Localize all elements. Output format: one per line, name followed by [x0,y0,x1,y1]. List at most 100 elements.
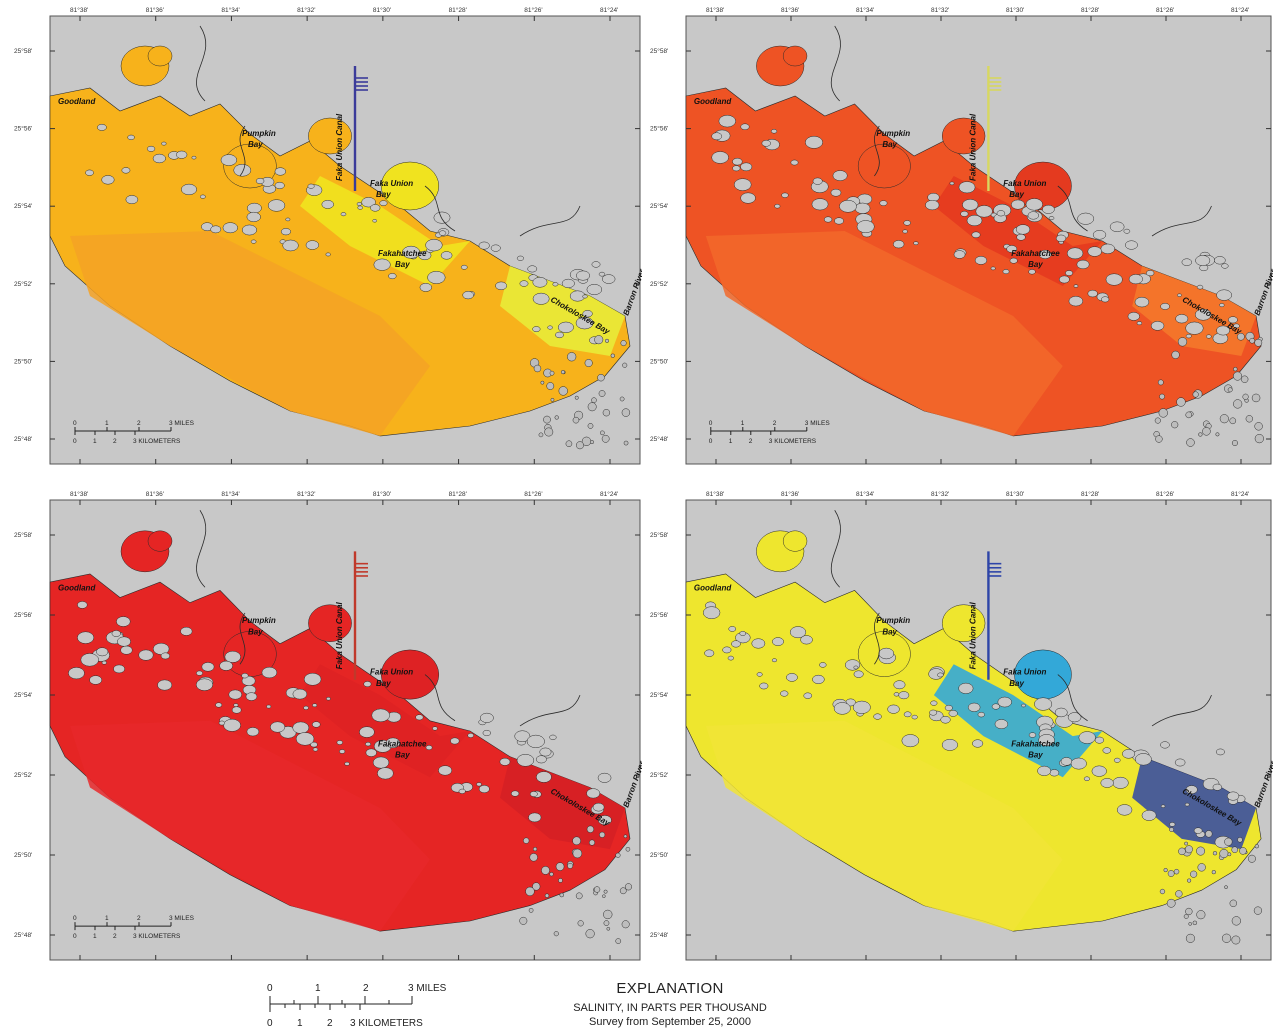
mangrove-island [1240,375,1249,383]
mangrove-island [997,696,1012,708]
inset-scale-mi: 2 [773,420,777,427]
inset-scale-km: 2 [113,438,117,445]
lon-tick-label: 81°36' [146,490,164,498]
mangrove-island [549,370,555,376]
label-pumpkin-bay-1: Pumpkin [242,129,276,138]
mangrove-island [960,210,969,217]
mangrove-island [606,926,611,931]
mangrove-island [550,397,555,402]
mangrove-island [1187,878,1192,883]
mangrove-island [231,706,242,714]
salinity-zone-offshore [70,231,430,436]
mangrove-island [567,352,577,362]
mangrove-island [558,878,563,883]
mangrove-island [587,423,594,429]
mangrove-island [996,210,1006,217]
mangrove-island [176,150,188,159]
lat-tick-label: 25°54' [14,691,32,699]
mangrove-island [1105,273,1123,286]
lon-tick-label: 81°32' [931,6,949,14]
mangrove-island [1185,907,1193,916]
mangrove-island [772,637,784,646]
mangrove-island [127,134,135,141]
creek [1057,185,1088,232]
mangrove-island [598,390,606,397]
label-fakahatchee-bay-2: Bay [1028,751,1043,760]
map-panel-top-right: 81°38' 81°36' 81°34' 81°32' 81°30' 81°28' 81°2… [636,0,1273,478]
mangrove-island [1215,748,1225,756]
mangrove-island [419,283,432,292]
mangrove-island [711,151,729,164]
mangrove-island [535,755,547,764]
bay-inlet [941,604,986,642]
mangrove-island [519,280,529,287]
mangrove-island [161,141,167,146]
mangrove-island [832,170,848,181]
mangrove-island [852,700,871,714]
mangrove-island [1150,321,1165,331]
mangrove-island [1127,312,1140,321]
mangrove-island [567,862,574,869]
mangrove-island [180,626,193,636]
mangrove-island [261,666,278,679]
mangrove-island [597,373,605,382]
mangrove-island [732,157,743,166]
mangrove-island [280,228,291,236]
mangrove-island [1158,408,1168,418]
mangrove-island [1100,243,1115,254]
mangrove-island [1202,427,1211,436]
lon-tick-label: 81°24' [600,490,618,498]
map-panel-top-left: 81°38' 81°36' 81°34' 81°32' 81°30' 81°28' 81°2… [0,0,642,478]
mangrove-island [853,665,859,670]
mangrove-island [1242,393,1249,400]
mangrove-island [1229,899,1238,908]
inset-scale-mi: 0 [73,915,77,922]
label-fakahatchee-bay-2: Bay [395,260,410,269]
mangrove-island [516,255,524,261]
mangrove-island [925,199,940,211]
label-faka-union-bay-2: Bay [376,679,391,688]
label-goodland: Goodland [58,583,96,592]
mangrove-island [373,258,391,271]
mangrove-island [1193,827,1203,834]
mangrove-island [1224,837,1233,846]
label-pumpkin-bay-1: Pumpkin [876,616,910,625]
mangrove-island [597,772,612,783]
mangrove-island [1171,421,1179,429]
mangrove-island [553,931,559,937]
mangrove-island [544,893,550,898]
mangrove-island [490,244,501,252]
mangrove-island [1155,435,1163,443]
mangrove-island [574,395,579,400]
mangrove-island [575,316,594,330]
mangrove-island [228,689,243,700]
mangrove-island [599,831,606,838]
mangrove-island [246,211,261,223]
inset-scale-mi: 3 MILES [805,420,831,427]
lon-tick-label: 81°30' [373,6,391,14]
mangrove-island [363,681,372,687]
mangrove-island [559,892,564,898]
lon-tick-label: 81°28' [449,6,467,14]
mangrove-island [1219,414,1229,424]
mangrove-island [591,397,597,403]
mangrove-island [554,415,559,420]
mangrove-island [549,734,557,741]
scale-km-2: 2 [327,1018,333,1028]
mangrove-island [1185,411,1193,419]
mangrove-island [241,224,257,236]
mangrove-island [339,749,346,754]
mangrove-island [728,626,737,632]
mangrove-island [780,690,789,697]
map-svg: 81°38' 81°36' 81°34' 81°32' 81°30' 81°28' 81°2… [650,6,1273,465]
mangrove-island [101,175,115,185]
mangrove-island [533,364,542,373]
mangrove-island [215,702,223,708]
mangrove-island [528,812,542,823]
mangrove-island [89,675,103,685]
mangrove-island [839,199,857,213]
lat-tick-label: 25°48' [650,931,668,939]
mangrove-island [893,680,906,690]
scale-bar: 0 1 2 3 MILES 0 1 2 3 KILOMETERS [262,980,462,1033]
mangrove-island [233,703,239,707]
